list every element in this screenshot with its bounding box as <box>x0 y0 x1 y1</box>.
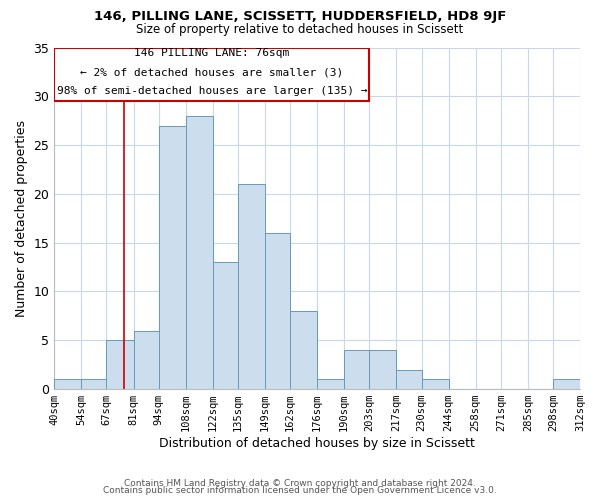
Text: ← 2% of detached houses are smaller (3): ← 2% of detached houses are smaller (3) <box>80 68 343 78</box>
Bar <box>422 380 449 389</box>
Bar <box>54 380 82 389</box>
Bar <box>238 184 265 389</box>
Bar <box>344 350 370 389</box>
Bar <box>106 340 134 389</box>
Text: 98% of semi-detached houses are larger (135) →: 98% of semi-detached houses are larger (… <box>56 86 367 97</box>
X-axis label: Distribution of detached houses by size in Scissett: Distribution of detached houses by size … <box>159 437 475 450</box>
FancyBboxPatch shape <box>54 48 370 101</box>
Y-axis label: Number of detached properties: Number of detached properties <box>15 120 28 317</box>
Bar <box>82 380 106 389</box>
Bar <box>265 233 290 389</box>
Bar <box>134 330 158 389</box>
Bar <box>158 126 186 389</box>
Bar <box>213 262 238 389</box>
Bar <box>553 380 580 389</box>
Bar <box>186 116 213 389</box>
Bar <box>317 380 344 389</box>
Bar <box>397 370 422 389</box>
Bar <box>370 350 397 389</box>
Text: 146, PILLING LANE, SCISSETT, HUDDERSFIELD, HD8 9JF: 146, PILLING LANE, SCISSETT, HUDDERSFIEL… <box>94 10 506 23</box>
Text: Size of property relative to detached houses in Scissett: Size of property relative to detached ho… <box>136 22 464 36</box>
Text: 146 PILLING LANE: 76sqm: 146 PILLING LANE: 76sqm <box>134 48 289 58</box>
Bar <box>290 311 317 389</box>
Text: Contains public sector information licensed under the Open Government Licence v3: Contains public sector information licen… <box>103 486 497 495</box>
Text: Contains HM Land Registry data © Crown copyright and database right 2024.: Contains HM Land Registry data © Crown c… <box>124 478 476 488</box>
